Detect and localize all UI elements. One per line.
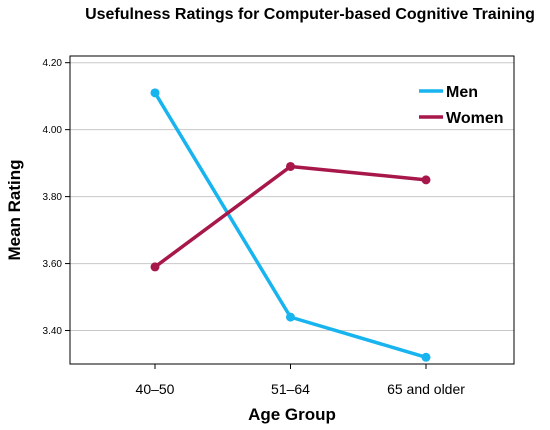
data-point xyxy=(150,262,160,272)
data-point xyxy=(421,175,431,185)
legend-label: Men xyxy=(446,84,478,101)
data-point xyxy=(150,88,160,98)
series-layer xyxy=(150,88,431,362)
chart-title: Usefulness Ratings for Computer-based Co… xyxy=(85,6,535,23)
y-tick-label: 4.20 xyxy=(43,58,63,69)
legend-item-women: Women xyxy=(419,110,503,127)
y-tick-label: 4.00 xyxy=(43,125,63,136)
y-tick-label: 3.60 xyxy=(43,259,63,270)
gridlines xyxy=(70,62,514,332)
x-tick-label: 65 and older xyxy=(387,381,465,397)
data-point xyxy=(421,352,431,362)
y-tick-label: 3.40 xyxy=(43,326,63,337)
legend: Men Women xyxy=(419,84,503,127)
y-axis-label: Mean Rating xyxy=(5,159,24,260)
y-axis-ticks: 3.40 3.60 3.80 4.00 4.20 xyxy=(43,58,70,337)
legend-label: Women xyxy=(446,110,503,127)
series-line xyxy=(153,164,427,269)
data-point xyxy=(286,312,295,322)
series-men xyxy=(150,88,431,362)
x-tick-label: 40–50 xyxy=(136,381,175,397)
legend-item-men: Men xyxy=(419,84,478,101)
series-women xyxy=(150,161,431,272)
plot-area-frame xyxy=(69,55,515,365)
x-axis-label: Age Group xyxy=(248,405,336,424)
x-axis-ticks: 40–50 51–64 65 and older xyxy=(136,364,465,397)
data-point xyxy=(286,161,295,171)
y-tick-label: 3.80 xyxy=(43,192,63,203)
x-tick-label: 51–64 xyxy=(271,381,310,397)
